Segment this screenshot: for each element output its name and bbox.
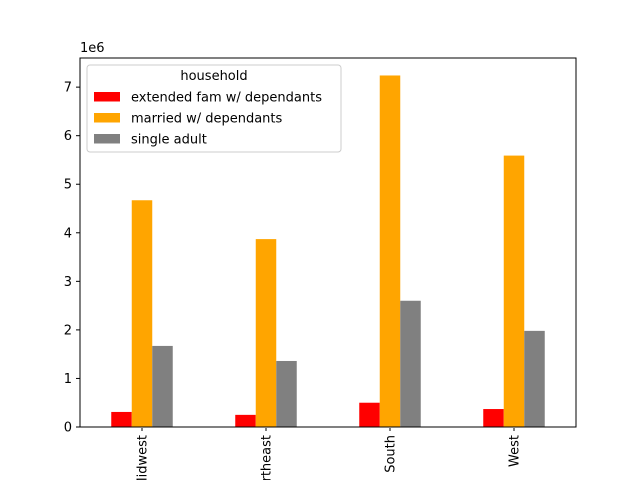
- x-tick-label-midwest: Midwest: [136, 435, 151, 480]
- y-tick-label: 1: [64, 372, 72, 387]
- x-tick-label-northeast: Northeast: [260, 435, 275, 480]
- x-tick-label-south: South: [384, 435, 399, 473]
- bar-south-series-1: [379, 75, 401, 427]
- legend: household extended fam w/ dependants marri…: [86, 64, 342, 153]
- legend-swatch-0: [94, 92, 120, 102]
- legend-title: household: [180, 69, 247, 84]
- y-tick-label: 2: [64, 323, 72, 338]
- y-tick-label: 7: [64, 81, 72, 96]
- legend-label-2: single adult: [131, 133, 207, 148]
- bar-northeast-series-2: [276, 360, 297, 427]
- legend-label-0: extended fam w/ dependants: [131, 91, 322, 106]
- y-axis: 0 1 2 3 4 5 6 7: [64, 81, 80, 436]
- bar-midwest-series-2: [152, 345, 173, 427]
- bar-northeast-series-1: [255, 239, 277, 427]
- y-tick-label: 5: [64, 178, 72, 193]
- y-tick-label: 0: [64, 421, 72, 436]
- legend-label-1: married w/ dependants: [131, 112, 283, 127]
- bar-south-series-0: [359, 402, 380, 427]
- plot-area-frame: [79, 57, 577, 428]
- legend-box: [86, 64, 342, 153]
- x-tick-label-west: West: [508, 435, 523, 467]
- bar-south-series-2: [400, 300, 421, 427]
- bar-west-series-1: [503, 155, 525, 427]
- bars-layer: [111, 75, 545, 427]
- bar-midwest-series-1: [131, 200, 153, 427]
- bar-west-series-0: [483, 409, 504, 427]
- x-axis: Midwest Northeast South West: [136, 428, 523, 480]
- bar-midwest-series-0: [111, 411, 132, 427]
- y-tick-label: 4: [64, 226, 72, 241]
- bar-northeast-series-0: [235, 414, 256, 427]
- legend-swatch-1: [94, 113, 120, 123]
- y-tick-label: 3: [64, 275, 72, 290]
- legend-swatch-2: [94, 134, 120, 144]
- y-tick-label: 6: [64, 129, 72, 144]
- bar-west-series-2: [524, 330, 545, 427]
- y-axis-offset-label: 1e6: [80, 41, 105, 56]
